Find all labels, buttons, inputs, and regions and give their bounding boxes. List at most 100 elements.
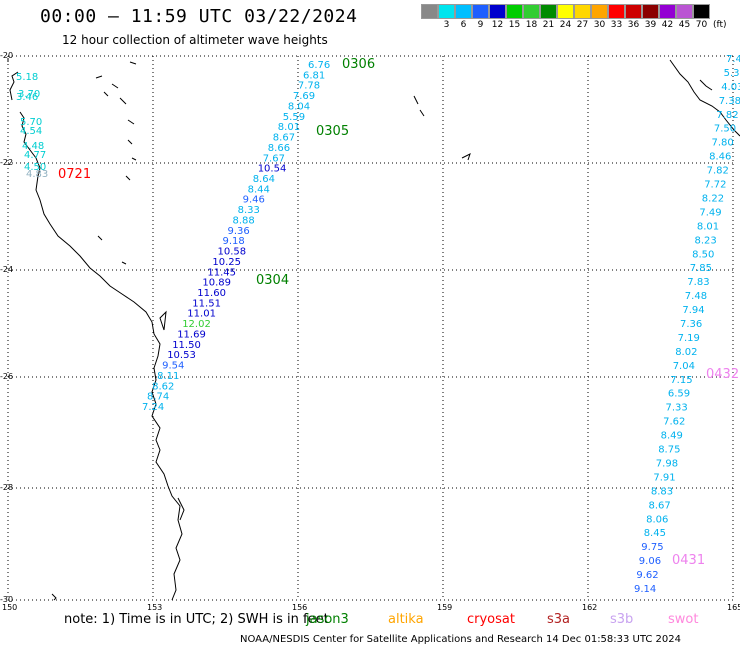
wave-label: 9.62 — [636, 570, 658, 581]
legend-swatch — [608, 4, 625, 19]
wave-label: 12.02 — [182, 319, 211, 330]
pass-id-label: 0306 — [342, 57, 375, 72]
wave-label: 11.69 — [177, 330, 206, 341]
wave-label: 7.15 — [670, 375, 692, 386]
lat-label: -28 — [0, 483, 14, 492]
legend-label: 42 — [661, 20, 674, 30]
legend-label: 6 — [460, 20, 467, 30]
mission-label: s3b — [610, 612, 634, 627]
lon-label: 165 — [727, 603, 740, 612]
wave-label: 8.64 — [253, 174, 275, 185]
wave-label: 8.11 — [157, 371, 179, 382]
wave-label: 7.36 — [680, 319, 702, 330]
wave-label: 10.53 — [167, 350, 196, 361]
legend-swatch — [421, 4, 438, 19]
lon-label: 150 — [2, 603, 18, 612]
wave-label: 5.18 — [16, 72, 38, 83]
wave-label: 7.91 — [653, 472, 675, 483]
wave-label: 7.50 — [714, 124, 736, 135]
wave-label: 4.83 — [26, 169, 48, 180]
wave-label: 7.82 — [716, 110, 738, 121]
pass-id-label: 0304 — [256, 273, 289, 288]
wave-label: 3.70 — [18, 89, 40, 100]
legend-label: 33 — [610, 20, 623, 30]
wave-label: 8.04 — [288, 102, 310, 113]
legend-swatch — [625, 4, 642, 19]
wave-label: 8.46 — [709, 152, 731, 163]
wave-label: 9.75 — [641, 542, 663, 553]
wave-label: 4.77 — [24, 150, 46, 161]
lat-label: -22 — [0, 158, 14, 167]
legend-label: 45 — [678, 20, 691, 30]
legend-label: 27 — [576, 20, 589, 30]
legend-swatch — [659, 4, 676, 19]
wave-label: 10.54 — [258, 164, 287, 175]
legend-label: 39 — [644, 20, 657, 30]
wave-label: 11.60 — [197, 288, 226, 299]
wave-label: 8.22 — [702, 194, 724, 205]
pass-id-label: 0432 — [706, 367, 739, 382]
lon-label: 153 — [147, 603, 163, 612]
wave-label: 8.23 — [695, 235, 717, 246]
wave-label: 10.58 — [218, 247, 247, 258]
wave-label: 7.38 — [719, 96, 740, 107]
wave-label: 5.3 — [724, 68, 740, 79]
lon-label: 159 — [437, 603, 453, 612]
wave-label: 7.48 — [685, 291, 707, 302]
wave-label: 4.48 — [22, 141, 44, 152]
coastline — [7, 58, 740, 601]
wave-label: 9.36 — [228, 226, 250, 237]
wave-label: 3.46 — [16, 92, 38, 103]
wave-label: 5.70 — [20, 117, 42, 128]
wave-label: 9.18 — [223, 236, 245, 247]
legend-label: 15 — [508, 20, 521, 30]
lat-label: -24 — [0, 265, 14, 274]
legend-swatch — [523, 4, 540, 19]
lon-label: 162 — [582, 603, 598, 612]
wave-label: 9.14 — [634, 584, 656, 595]
lon-label: 156 — [292, 603, 308, 612]
legend-swatch — [489, 4, 506, 19]
wave-label: 7.69 — [293, 91, 315, 102]
wave-label: 10.25 — [212, 257, 241, 268]
wave-label: 7.67 — [263, 153, 285, 164]
wave-label: 7.19 — [678, 333, 700, 344]
wave-label: 7.24 — [142, 402, 164, 413]
wave-label: 8.75 — [658, 445, 680, 456]
wave-label: 7.82 — [707, 166, 729, 177]
wave-label: 10.89 — [202, 278, 231, 289]
wave-label: 11.50 — [172, 340, 201, 351]
wave-label: 8.02 — [675, 347, 697, 358]
wave-label: 5.59 — [283, 112, 305, 123]
wave-label: 7.62 — [663, 417, 685, 428]
legend-label — [421, 20, 438, 30]
legend-swatch — [693, 4, 710, 19]
wave-label: 8.33 — [238, 205, 260, 216]
wave-label: 7.04 — [673, 361, 695, 372]
wave-label: 8.49 — [661, 431, 683, 442]
legend-label: 18 — [525, 20, 538, 30]
wave-label: 4.50 — [24, 162, 46, 173]
wave-label: 6.59 — [668, 389, 690, 400]
legend-swatch — [591, 4, 608, 19]
wave-label: 6.81 — [303, 70, 325, 81]
wave-label: 11.51 — [192, 298, 221, 309]
wave-label: 6.76 — [308, 60, 330, 71]
legend-swatch — [642, 4, 659, 19]
wave-label: 8.83 — [651, 486, 673, 497]
wave-label: 7.78 — [298, 81, 320, 92]
wave-label: 8.06 — [646, 514, 668, 525]
wave-label: 9.54 — [162, 361, 184, 372]
wave-label: 7.72 — [704, 180, 726, 191]
mission-label: cryosat — [467, 612, 515, 627]
credit-footer: NOAA/NESDIS Center for Satellite Applica… — [240, 634, 682, 645]
wave-label: 8.66 — [268, 143, 290, 154]
legend-label: 3 — [443, 20, 450, 30]
wave-label: 8.45 — [644, 528, 666, 539]
legend-label: 12 — [491, 20, 504, 30]
page-subtitle: 12 hour collection of altimeter wave hei… — [62, 33, 328, 47]
wave-label: 8.74 — [147, 392, 169, 403]
wave-label: 7.98 — [656, 459, 678, 470]
graticule — [7, 55, 734, 601]
wave-label: 7.94 — [682, 305, 704, 316]
